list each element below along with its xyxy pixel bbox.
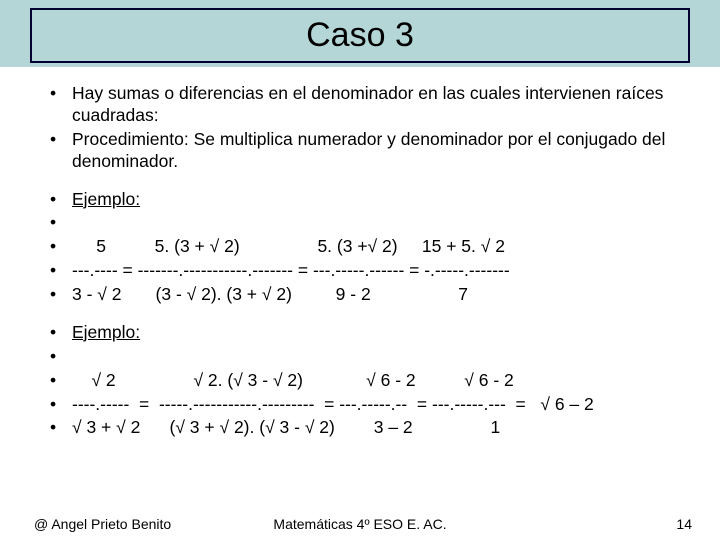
bullet-dot: • <box>48 129 72 151</box>
bullet-dot: • <box>48 260 72 282</box>
ejemplo2-line3: • √ 3 + √ 2 (√ 3 + √ 2). (√ 3 - √ 2) 3 –… <box>48 417 672 439</box>
ejemplo1-label: Ejemplo: <box>72 189 140 209</box>
ejemplo1-line1: • 5 5. (3 + √ 2) 5. (3 +√ 2) 15 + 5. √ 2 <box>48 236 672 258</box>
ejemplo2-math-line2: ----.----- = -----.-----------.---------… <box>72 394 672 416</box>
slide-title: Caso 3 <box>32 10 688 61</box>
bullet-dot: • <box>48 83 72 105</box>
ejemplo1-math-line1: 5 5. (3 + √ 2) 5. (3 +√ 2) 15 + 5. √ 2 <box>72 236 672 258</box>
ejemplo1-heading: • Ejemplo: <box>48 189 672 211</box>
ejemplo2-math-line1: √ 2 √ 2. (√ 3 - √ 2) √ 6 - 2 √ 6 - 2 <box>72 370 672 392</box>
bullet-dot: • <box>48 236 72 258</box>
intro-line-1: • Hay sumas o diferencias en el denomina… <box>48 83 672 127</box>
ejemplo1-line2: • ---.---- = -------.-----------.-------… <box>48 260 672 282</box>
ejemplo1-blank: • <box>48 212 672 234</box>
intro-text-1: Hay sumas o diferencias en el denominado… <box>72 83 672 127</box>
footer-page-number: 14 <box>676 516 692 532</box>
bullet-dot: • <box>48 370 72 392</box>
footer: @ Angel Prieto Benito Matemáticas 4º ESO… <box>0 516 720 532</box>
bullet-dot: • <box>48 346 72 368</box>
bullet-dot: • <box>48 394 72 416</box>
ejemplo1-math-line2: ---.---- = -------.-----------.------- =… <box>72 260 672 282</box>
bullet-dot: • <box>48 322 72 344</box>
slide-content: • Hay sumas o diferencias en el denomina… <box>0 67 720 439</box>
intro-text-2: Procedimiento: Se multiplica numerador y… <box>72 129 672 173</box>
title-block: Caso 3 <box>0 0 720 67</box>
ejemplo2-math-line3: √ 3 + √ 2 (√ 3 + √ 2). (√ 3 - √ 2) 3 – 2… <box>72 417 672 439</box>
bullet-dot: • <box>48 284 72 306</box>
ejemplo2-blank: • <box>48 346 672 368</box>
bullet-dot: • <box>48 212 72 234</box>
footer-author: @ Angel Prieto Benito <box>34 516 171 532</box>
ejemplo2-line1: • √ 2 √ 2. (√ 3 - √ 2) √ 6 - 2 √ 6 - 2 <box>48 370 672 392</box>
ejemplo2-label: Ejemplo: <box>72 322 140 342</box>
ejemplo1-line3: • 3 - √ 2 (3 - √ 2). (3 + √ 2) 9 - 2 7 <box>48 284 672 306</box>
title-frame: Caso 3 <box>30 8 690 63</box>
ejemplo2-line2: • ----.----- = -----.-----------.-------… <box>48 394 672 416</box>
ejemplo1-math-line3: 3 - √ 2 (3 - √ 2). (3 + √ 2) 9 - 2 7 <box>72 284 672 306</box>
bullet-dot: • <box>48 189 72 211</box>
ejemplo2-heading: • Ejemplo: <box>48 322 672 344</box>
intro-line-2: • Procedimiento: Se multiplica numerador… <box>48 129 672 173</box>
footer-subject: Matemáticas 4º ESO E. AC. <box>273 516 446 532</box>
bullet-dot: • <box>48 417 72 439</box>
